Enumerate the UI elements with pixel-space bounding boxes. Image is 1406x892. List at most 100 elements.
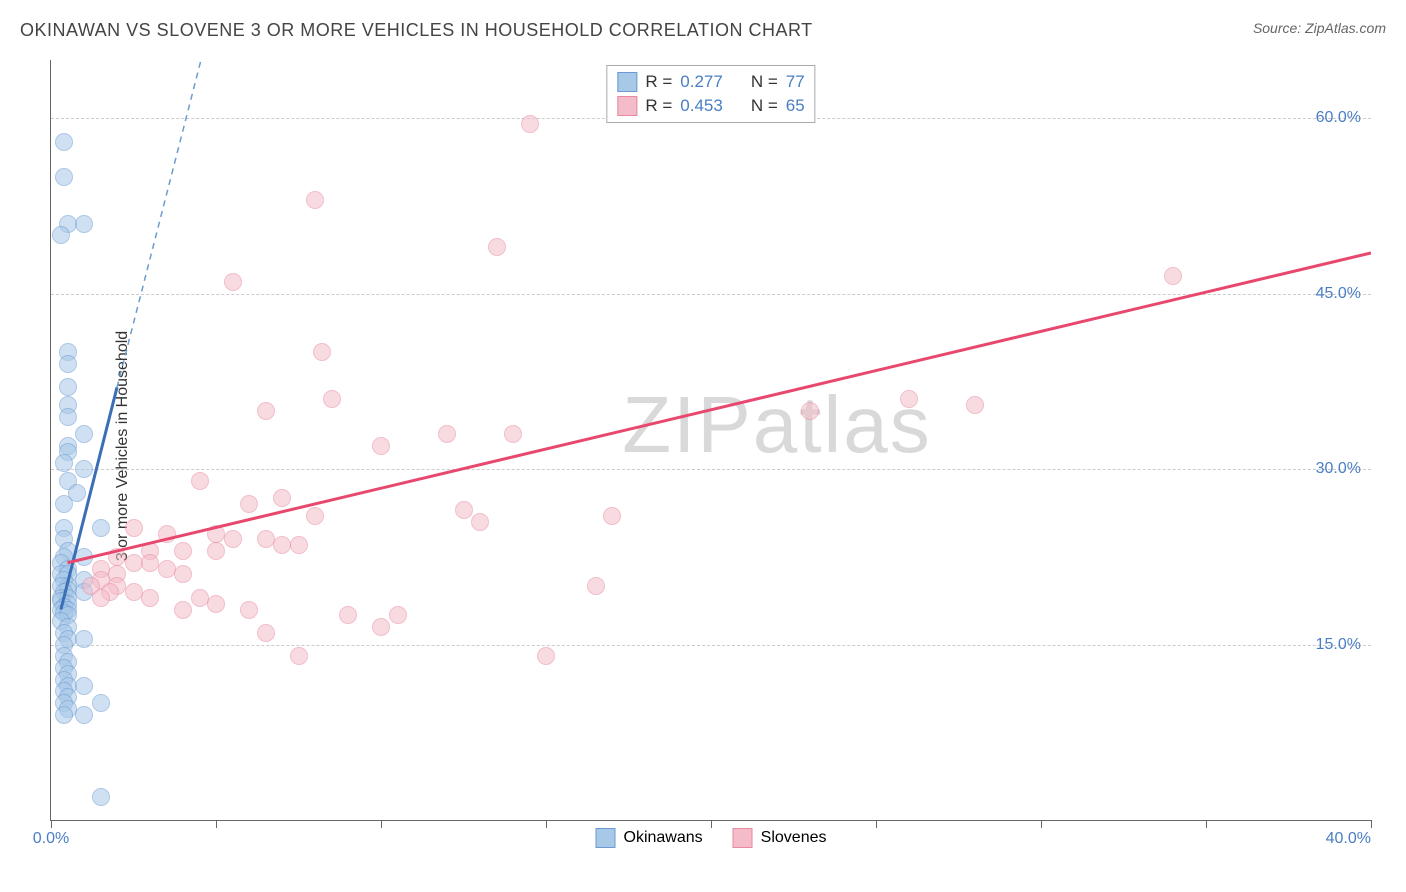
stats-legend-row: R = 0.277N = 77	[617, 70, 804, 94]
scatter-point-slovenes	[372, 437, 390, 455]
x-tick	[216, 820, 217, 828]
scatter-point-slovenes	[191, 472, 209, 490]
scatter-point-slovenes	[207, 525, 225, 543]
chart-title: OKINAWAN VS SLOVENE 3 OR MORE VEHICLES I…	[20, 20, 813, 41]
scatter-point-slovenes	[290, 536, 308, 554]
scatter-point-slovenes	[191, 589, 209, 607]
legend-swatch-icon	[617, 72, 637, 92]
scatter-point-okinawans	[52, 226, 70, 244]
scatter-point-slovenes	[488, 238, 506, 256]
scatter-point-slovenes	[257, 402, 275, 420]
scatter-point-slovenes	[257, 530, 275, 548]
scatter-point-slovenes	[92, 589, 110, 607]
scatter-point-slovenes	[801, 402, 819, 420]
source-value: ZipAtlas.com	[1305, 20, 1386, 36]
stat-n-value: 77	[786, 72, 805, 92]
scatter-point-slovenes	[158, 560, 176, 578]
source-attribution: Source: ZipAtlas.com	[1253, 20, 1386, 36]
scatter-point-slovenes	[224, 273, 242, 291]
scatter-point-okinawans	[92, 519, 110, 537]
scatter-point-okinawans	[59, 355, 77, 373]
stats-legend-row: R = 0.453 N = 65	[617, 94, 804, 118]
scatter-point-slovenes	[174, 565, 192, 583]
x-tick	[1206, 820, 1207, 828]
scatter-point-slovenes	[1164, 267, 1182, 285]
scatter-point-slovenes	[471, 513, 489, 531]
y-tick-label: 45.0%	[1316, 285, 1361, 303]
scatter-point-slovenes	[372, 618, 390, 636]
scatter-point-okinawans	[59, 378, 77, 396]
scatter-point-okinawans	[92, 694, 110, 712]
scatter-point-okinawans	[75, 677, 93, 695]
scatter-point-slovenes	[158, 525, 176, 543]
chart-header: OKINAWAN VS SLOVENE 3 OR MORE VEHICLES I…	[20, 20, 1386, 41]
series-legend: Okinawans Slovenes	[596, 828, 827, 848]
gridline	[51, 645, 1371, 646]
series-legend-item: Slovenes	[733, 828, 827, 848]
scatter-point-slovenes	[207, 595, 225, 613]
scatter-point-okinawans	[92, 788, 110, 806]
scatter-point-slovenes	[306, 507, 324, 525]
scatter-point-slovenes	[207, 542, 225, 560]
stat-r-value: 0.277	[680, 72, 723, 92]
scatter-point-okinawans	[75, 215, 93, 233]
y-tick-label: 60.0%	[1316, 109, 1361, 127]
scatter-point-okinawans	[75, 460, 93, 478]
x-tick-label: 0.0%	[33, 830, 69, 848]
stats-legend: R = 0.277 N = 77R = 0.453 N = 65	[606, 65, 815, 123]
scatter-point-slovenes	[603, 507, 621, 525]
y-tick-label: 15.0%	[1316, 636, 1361, 654]
x-tick	[1041, 820, 1042, 828]
series-legend-label: Okinawans	[624, 829, 703, 847]
legend-swatch-icon	[596, 828, 616, 848]
scatter-point-slovenes	[900, 390, 918, 408]
legend-swatch-icon	[617, 96, 637, 116]
scatter-point-slovenes	[323, 390, 341, 408]
scatter-point-slovenes	[339, 606, 357, 624]
stat-n-label: N =	[751, 72, 778, 92]
scatter-point-slovenes	[306, 191, 324, 209]
watermark: ZIPatlas	[622, 379, 931, 471]
scatter-point-slovenes	[587, 577, 605, 595]
series-legend-label: Slovenes	[761, 829, 827, 847]
scatter-point-slovenes	[273, 536, 291, 554]
x-tick	[546, 820, 547, 828]
scatter-point-slovenes	[174, 601, 192, 619]
x-tick	[1371, 820, 1372, 828]
gridline	[51, 469, 1371, 470]
scatter-point-slovenes	[389, 606, 407, 624]
scatter-point-okinawans	[59, 408, 77, 426]
stat-n-label: N =	[751, 96, 778, 116]
scatter-point-slovenes	[141, 589, 159, 607]
scatter-point-slovenes	[537, 647, 555, 665]
scatter-point-okinawans	[55, 495, 73, 513]
x-tick	[51, 820, 52, 828]
scatter-point-slovenes	[108, 548, 126, 566]
scatter-point-slovenes	[240, 601, 258, 619]
scatter-point-slovenes	[290, 647, 308, 665]
scatter-point-slovenes	[521, 115, 539, 133]
x-tick-label: 40.0%	[1326, 830, 1371, 848]
legend-swatch-icon	[733, 828, 753, 848]
scatter-point-okinawans	[75, 548, 93, 566]
watermark-prefix: ZIP	[622, 380, 752, 469]
scatter-point-slovenes	[455, 501, 473, 519]
source-label: Source:	[1253, 20, 1305, 36]
regression-lines-layer	[51, 60, 1371, 820]
scatter-point-slovenes	[125, 554, 143, 572]
scatter-point-slovenes	[257, 624, 275, 642]
scatter-point-slovenes	[504, 425, 522, 443]
stat-r-value: 0.453	[680, 96, 723, 116]
y-tick-label: 30.0%	[1316, 460, 1361, 478]
scatter-point-slovenes	[125, 519, 143, 537]
scatter-point-slovenes	[174, 542, 192, 560]
scatter-point-okinawans	[55, 706, 73, 724]
x-tick	[381, 820, 382, 828]
regression-line	[117, 60, 216, 387]
stat-n-value: 65	[786, 96, 805, 116]
scatter-point-okinawans	[75, 630, 93, 648]
scatter-point-okinawans	[55, 168, 73, 186]
scatter-point-slovenes	[141, 554, 159, 572]
stat-r-label: R =	[645, 96, 672, 116]
gridline	[51, 294, 1371, 295]
